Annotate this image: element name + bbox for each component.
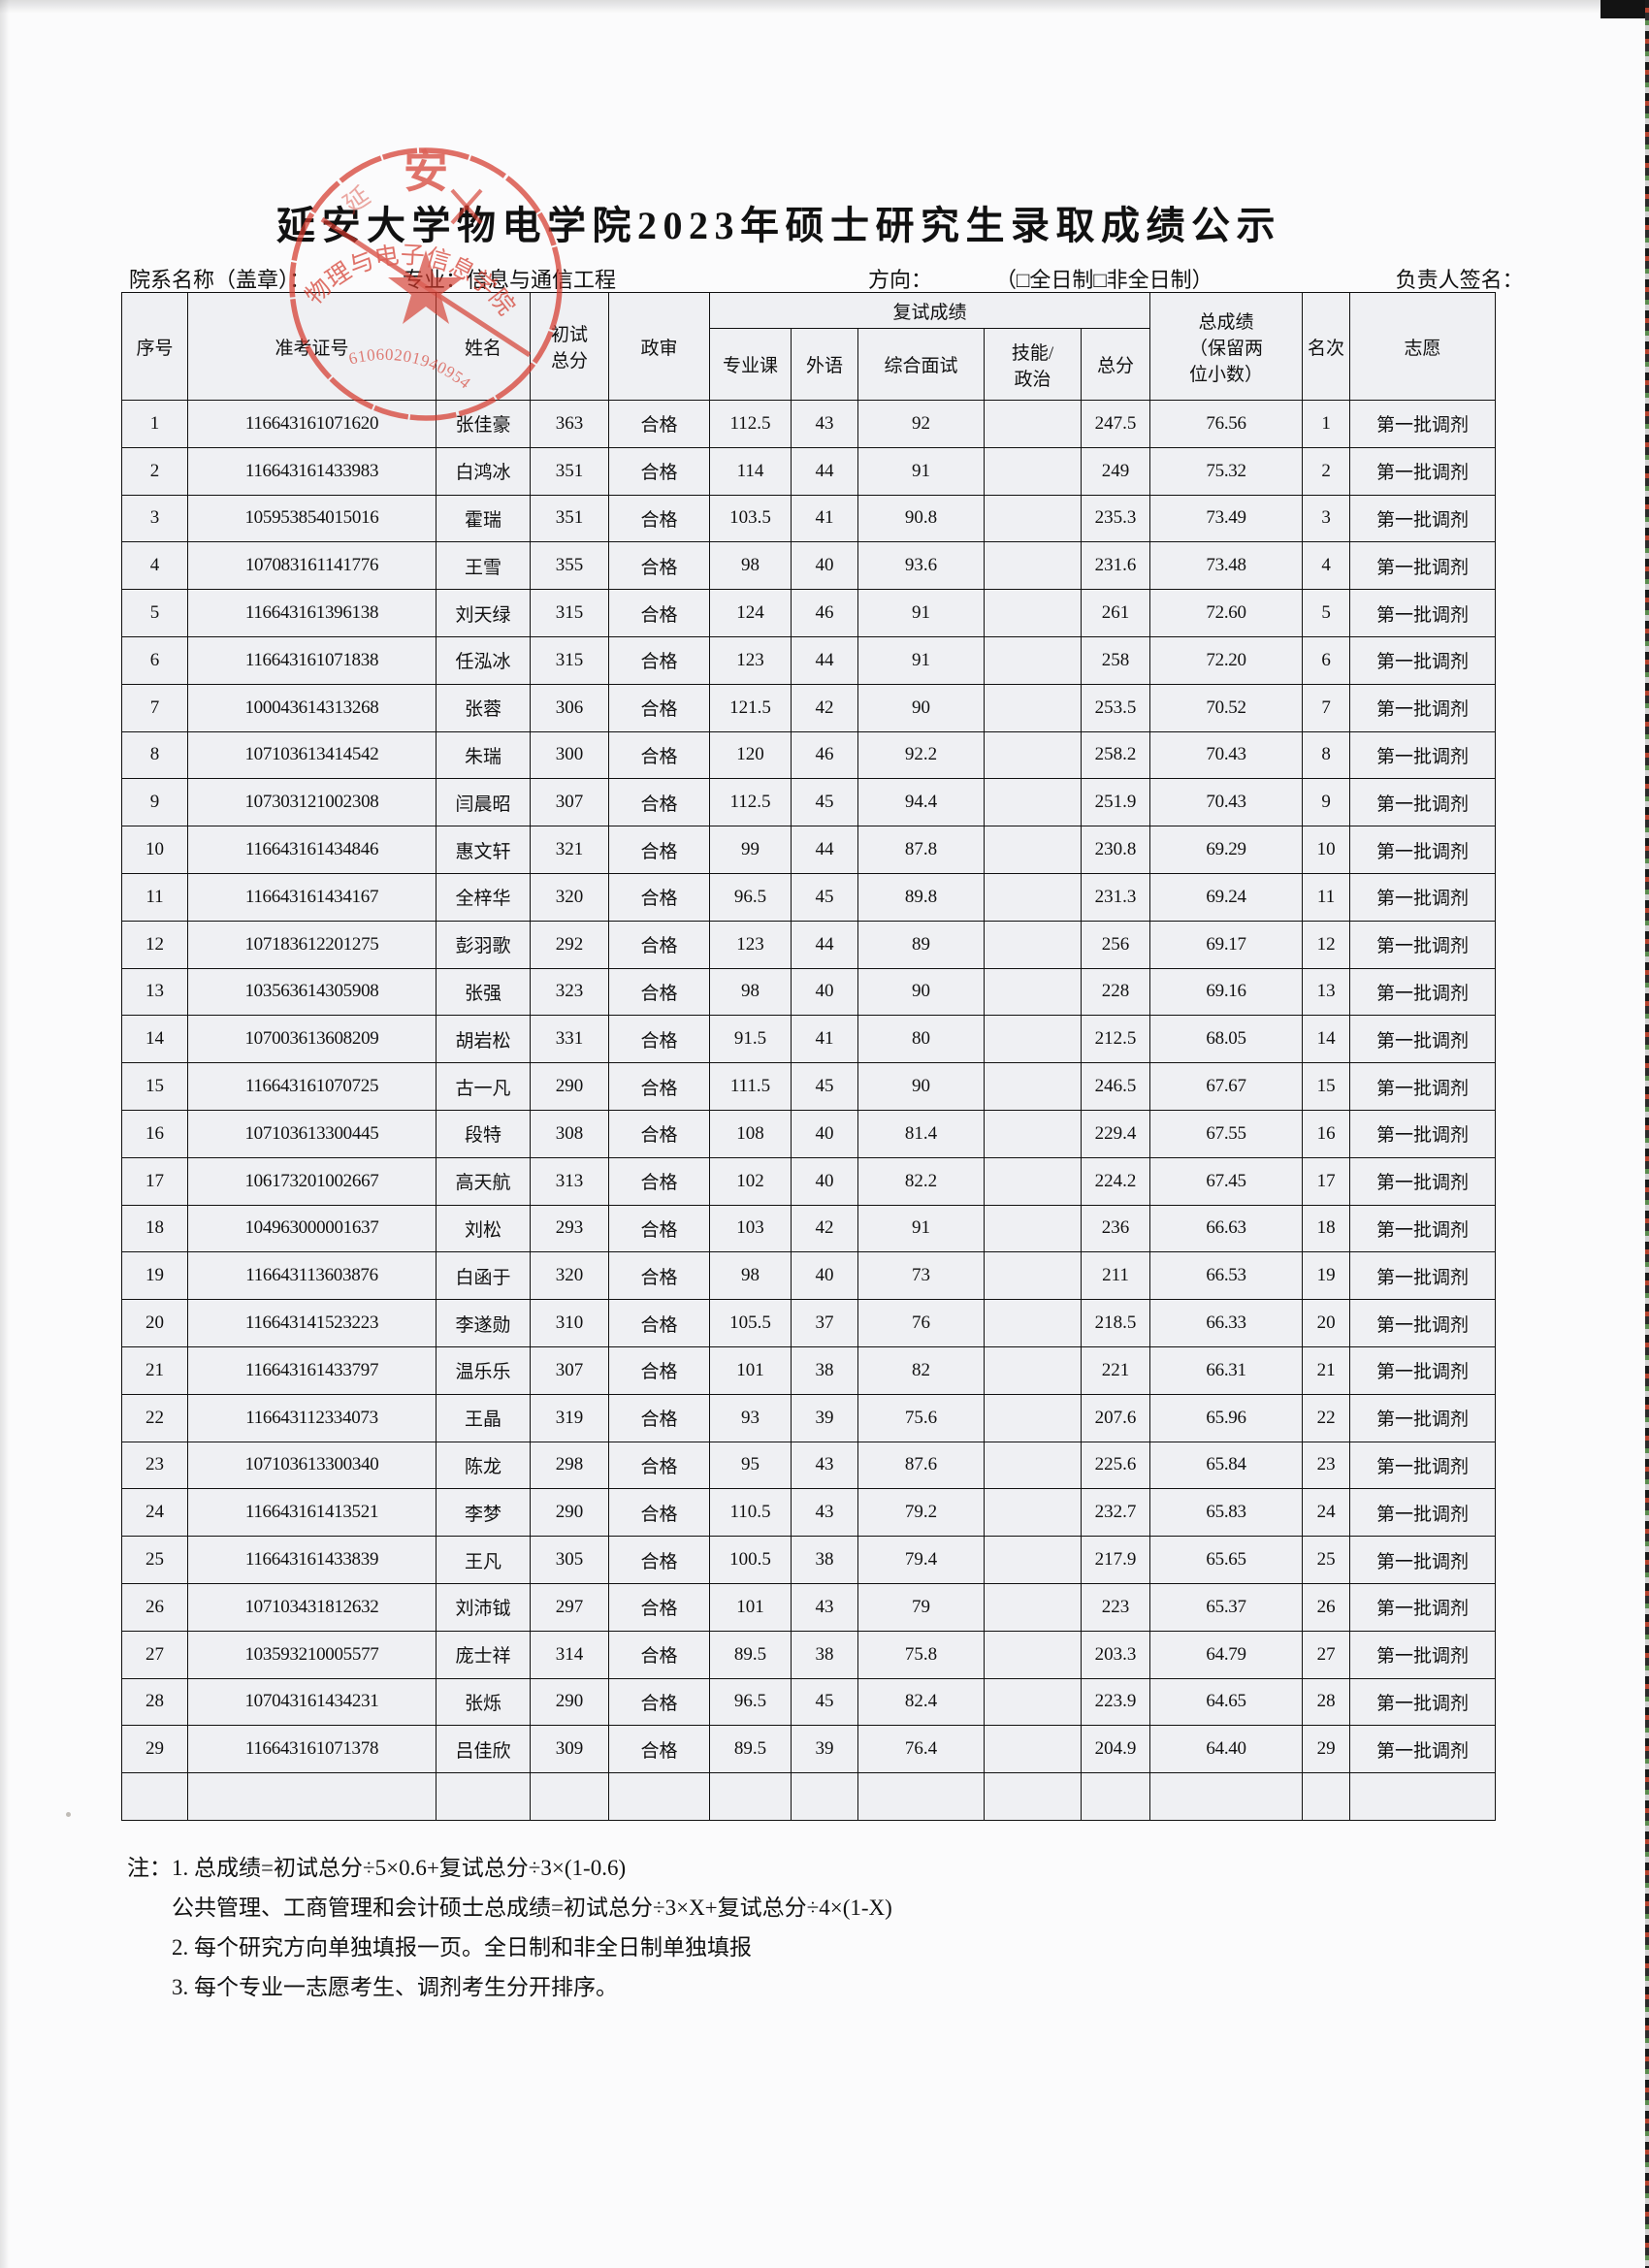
svg-text:安: 安 — [404, 147, 448, 197]
svg-text:延: 延 — [339, 181, 376, 219]
svg-text:61060201940954: 61060201940954 — [346, 345, 473, 393]
